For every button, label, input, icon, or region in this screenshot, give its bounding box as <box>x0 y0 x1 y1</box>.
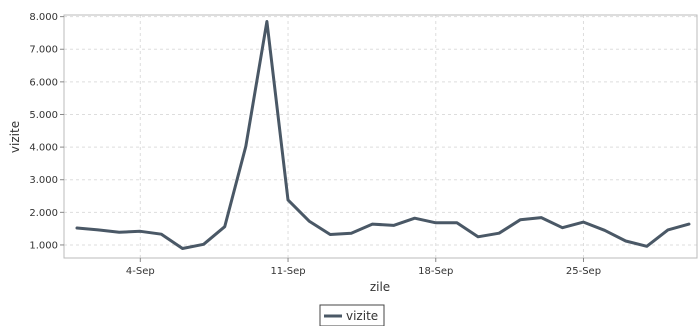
data-point <box>603 229 606 232</box>
y-tick-label: 5.000 <box>29 110 58 121</box>
data-point <box>540 216 543 219</box>
y-tick-label: 3.000 <box>29 175 58 186</box>
y-axis-title: vizite <box>8 121 22 153</box>
y-tick-label: 7.000 <box>29 45 58 56</box>
data-point <box>624 239 627 243</box>
data-point <box>329 233 332 236</box>
series-line-vizite <box>75 20 691 250</box>
data-point <box>561 226 564 229</box>
y-tick-label: 4.000 <box>29 143 58 154</box>
data-point <box>455 221 459 224</box>
data-point <box>96 228 100 232</box>
plot-area-frame <box>63 14 698 259</box>
data-point <box>307 219 311 223</box>
data-point <box>582 220 585 224</box>
data-point <box>645 245 648 248</box>
data-point <box>371 222 374 226</box>
data-point <box>413 217 416 220</box>
y-tick-label: 6.000 <box>29 77 58 88</box>
data-point <box>139 230 142 233</box>
data-point <box>666 228 670 232</box>
y-axis: 1.000 2.000 3.000 4.000 5.000 6.000 7.000 8.000 <box>29 12 64 251</box>
data-point <box>75 226 79 230</box>
x-tick-label: 18-Sep <box>418 266 453 277</box>
series-layer <box>75 20 691 250</box>
data-point <box>286 198 290 202</box>
x-tick-label: 4-Sep <box>126 266 155 277</box>
data-point <box>518 218 522 222</box>
data-point <box>244 145 248 148</box>
legend-label: vizite <box>346 309 378 323</box>
x-tick-label: 11-Sep <box>270 266 305 277</box>
data-point <box>476 235 480 238</box>
data-point <box>160 232 163 236</box>
data-point <box>350 232 353 235</box>
data-point <box>497 232 501 235</box>
x-tick-label: 25-Sep <box>566 266 601 277</box>
legend-box <box>319 304 385 326</box>
x-axis: 4-Sep 11-Sep 18-Sep 25-Sep <box>126 258 601 277</box>
data-point <box>223 225 226 228</box>
data-point <box>181 247 184 250</box>
data-point <box>265 20 269 23</box>
grid-lines <box>64 15 697 258</box>
data-point <box>687 222 691 226</box>
y-tick-label: 8.000 <box>29 12 58 23</box>
data-point <box>118 231 121 234</box>
data-point <box>434 221 437 224</box>
data-point <box>202 243 205 246</box>
x-axis-title: zile <box>370 280 390 294</box>
data-point <box>392 224 395 227</box>
legend: vizite <box>319 304 385 326</box>
y-tick-label: 2.000 <box>29 208 58 219</box>
y-tick-label: 1.000 <box>29 240 58 251</box>
